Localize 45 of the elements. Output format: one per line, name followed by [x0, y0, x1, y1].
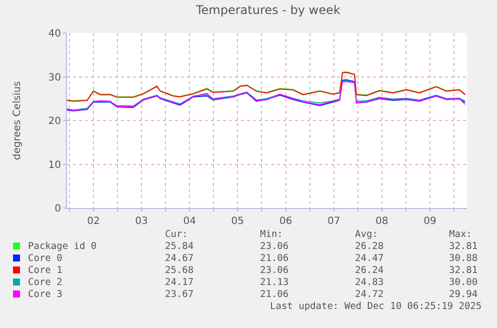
text: Max:	[449, 229, 472, 240]
text: 24.67	[165, 253, 194, 264]
x-tick-label: 02	[87, 216, 100, 227]
text: 25.84	[165, 241, 194, 252]
text: 24.17	[165, 277, 194, 288]
text: Avg:	[355, 229, 378, 240]
text: 24.47	[355, 253, 384, 264]
text: 32.81	[449, 241, 478, 252]
text: 23.06	[260, 265, 289, 276]
text: 29.94	[449, 289, 478, 300]
text: Last update: Wed Dec 10 06:25:19 2025	[270, 301, 482, 312]
text: Cur:	[165, 229, 188, 240]
y-tick-label: 20	[48, 116, 61, 127]
text: 21.06	[260, 289, 289, 300]
text: 21.13	[260, 277, 289, 288]
text: 24.83	[355, 277, 384, 288]
text: 23.67	[165, 289, 194, 300]
legend-label: Core 0	[28, 253, 63, 264]
x-tick-label: 03	[135, 216, 148, 227]
text: 23.06	[260, 241, 289, 252]
x-tick-label: 05	[231, 216, 244, 227]
chart-title: Temperatures - by week	[195, 3, 340, 17]
y-tick-label: 0	[54, 204, 61, 214]
y-tick-label: 10	[48, 160, 61, 171]
text: 26.28	[355, 241, 384, 252]
x-tick-label: 04	[183, 216, 196, 227]
x-tick-label: 09	[424, 216, 436, 227]
legend-label: Core 3	[28, 289, 62, 300]
y-tick-label: 40	[48, 28, 61, 40]
x-tick-label: 06	[279, 216, 292, 227]
x-tick-label: 07	[327, 216, 340, 227]
legend-label: Core 1	[28, 265, 63, 276]
text: 30.88	[449, 253, 478, 264]
text: 32.81	[449, 265, 478, 276]
y-axis-title: degrees Celsius	[12, 81, 23, 160]
legend-label: Package id 0	[28, 241, 97, 252]
y-tick-label: 30	[48, 72, 61, 84]
text: Min:	[260, 229, 283, 240]
text: 21.06	[260, 253, 289, 264]
text: 30.00	[449, 277, 478, 288]
text: 26.24	[355, 265, 384, 276]
text: 24.72	[355, 289, 384, 300]
legend-label: Core 2	[28, 277, 62, 288]
text: 25.68	[165, 265, 194, 276]
x-tick-label: 08	[376, 216, 388, 227]
